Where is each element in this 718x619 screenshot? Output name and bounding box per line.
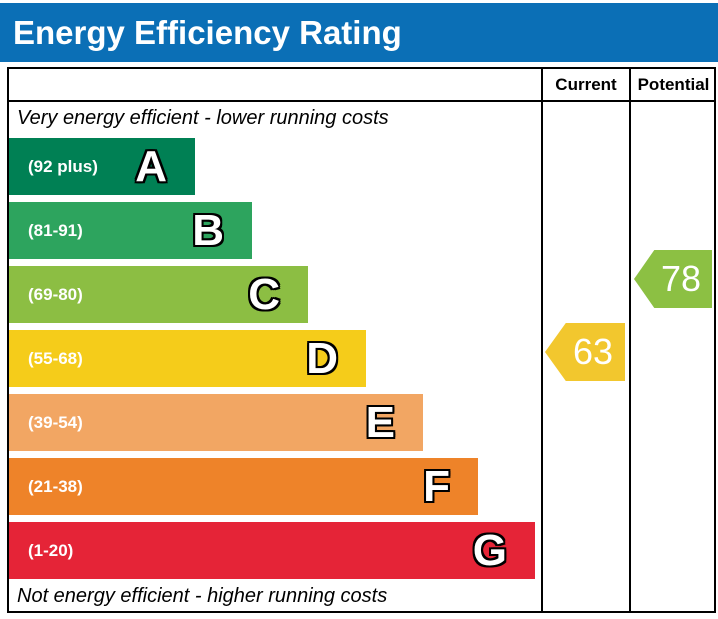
band-b: (81-91) B bbox=[9, 202, 252, 259]
band-g: (1-20) G bbox=[9, 522, 535, 579]
band-f: (21-38) F bbox=[9, 458, 478, 515]
band-range-label: (39-54) bbox=[28, 412, 83, 432]
band-letter: D bbox=[306, 333, 338, 383]
current-column-header: Current bbox=[555, 74, 617, 94]
band-d: (55-68) D bbox=[9, 330, 366, 387]
band-range-label: (92 plus) bbox=[28, 156, 98, 176]
band-letter: B bbox=[192, 205, 224, 255]
band-a: (92 plus) A bbox=[9, 138, 195, 195]
bottom-note: Not energy efficient - higher running co… bbox=[17, 585, 388, 607]
band-letter: F bbox=[423, 461, 450, 511]
band-range-label: (81-91) bbox=[28, 220, 83, 240]
band-c: (69-80) C bbox=[9, 266, 308, 323]
band-range-label: (21-38) bbox=[28, 476, 83, 496]
rating-table-border bbox=[7, 67, 716, 613]
band-letter: G bbox=[472, 525, 507, 575]
band-letter: A bbox=[135, 141, 167, 191]
potential-rating-arrow-value: 78 bbox=[660, 258, 702, 299]
current-rating-arrow-value: 63 bbox=[572, 331, 614, 372]
top-note: Very energy efficient - lower running co… bbox=[17, 107, 389, 129]
band-letter: E bbox=[365, 397, 395, 447]
band-range-label: (69-80) bbox=[28, 284, 83, 304]
band-e: (39-54) E bbox=[9, 394, 423, 451]
page-title: Energy Efficiency Rating bbox=[13, 13, 402, 51]
rating-bands: Very energy efficient - lower running co… bbox=[9, 69, 541, 611]
band-letter: C bbox=[248, 269, 280, 319]
potential-column-header: Potential bbox=[637, 74, 710, 94]
potential-column-divider bbox=[629, 67, 631, 613]
title-bar: Energy Efficiency Rating bbox=[0, 3, 718, 62]
band-range-label: (55-68) bbox=[28, 348, 83, 368]
band-range-label: (1-20) bbox=[28, 540, 74, 560]
header-separator-line bbox=[7, 100, 716, 102]
current-column-divider bbox=[541, 67, 543, 613]
